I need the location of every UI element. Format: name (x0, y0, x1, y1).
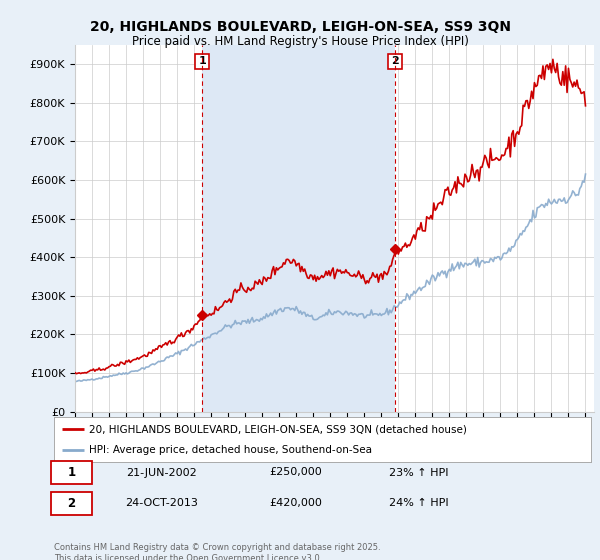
Text: 23% ↑ HPI: 23% ↑ HPI (389, 468, 449, 478)
Text: 20, HIGHLANDS BOULEVARD, LEIGH-ON-SEA, SS9 3QN (detached house): 20, HIGHLANDS BOULEVARD, LEIGH-ON-SEA, S… (89, 424, 467, 435)
Text: £420,000: £420,000 (269, 498, 322, 508)
Text: 24-OCT-2013: 24-OCT-2013 (125, 498, 198, 508)
Text: 21-JUN-2002: 21-JUN-2002 (126, 468, 197, 478)
Text: Price paid vs. HM Land Registry's House Price Index (HPI): Price paid vs. HM Land Registry's House … (131, 35, 469, 48)
Text: 2: 2 (391, 57, 399, 66)
Bar (202, 45, 395, 412)
Text: 24% ↑ HPI: 24% ↑ HPI (389, 498, 449, 508)
Text: HPI: Average price, detached house, Southend-on-Sea: HPI: Average price, detached house, Sout… (89, 445, 372, 455)
Text: Contains HM Land Registry data © Crown copyright and database right 2025.
This d: Contains HM Land Registry data © Crown c… (54, 543, 380, 560)
Text: £250,000: £250,000 (269, 468, 322, 478)
Text: 20, HIGHLANDS BOULEVARD, LEIGH-ON-SEA, SS9 3QN: 20, HIGHLANDS BOULEVARD, LEIGH-ON-SEA, S… (89, 20, 511, 34)
Text: 1: 1 (198, 57, 206, 66)
FancyBboxPatch shape (52, 492, 92, 515)
Text: 2: 2 (67, 497, 76, 510)
FancyBboxPatch shape (52, 461, 92, 484)
Text: 1: 1 (67, 466, 76, 479)
